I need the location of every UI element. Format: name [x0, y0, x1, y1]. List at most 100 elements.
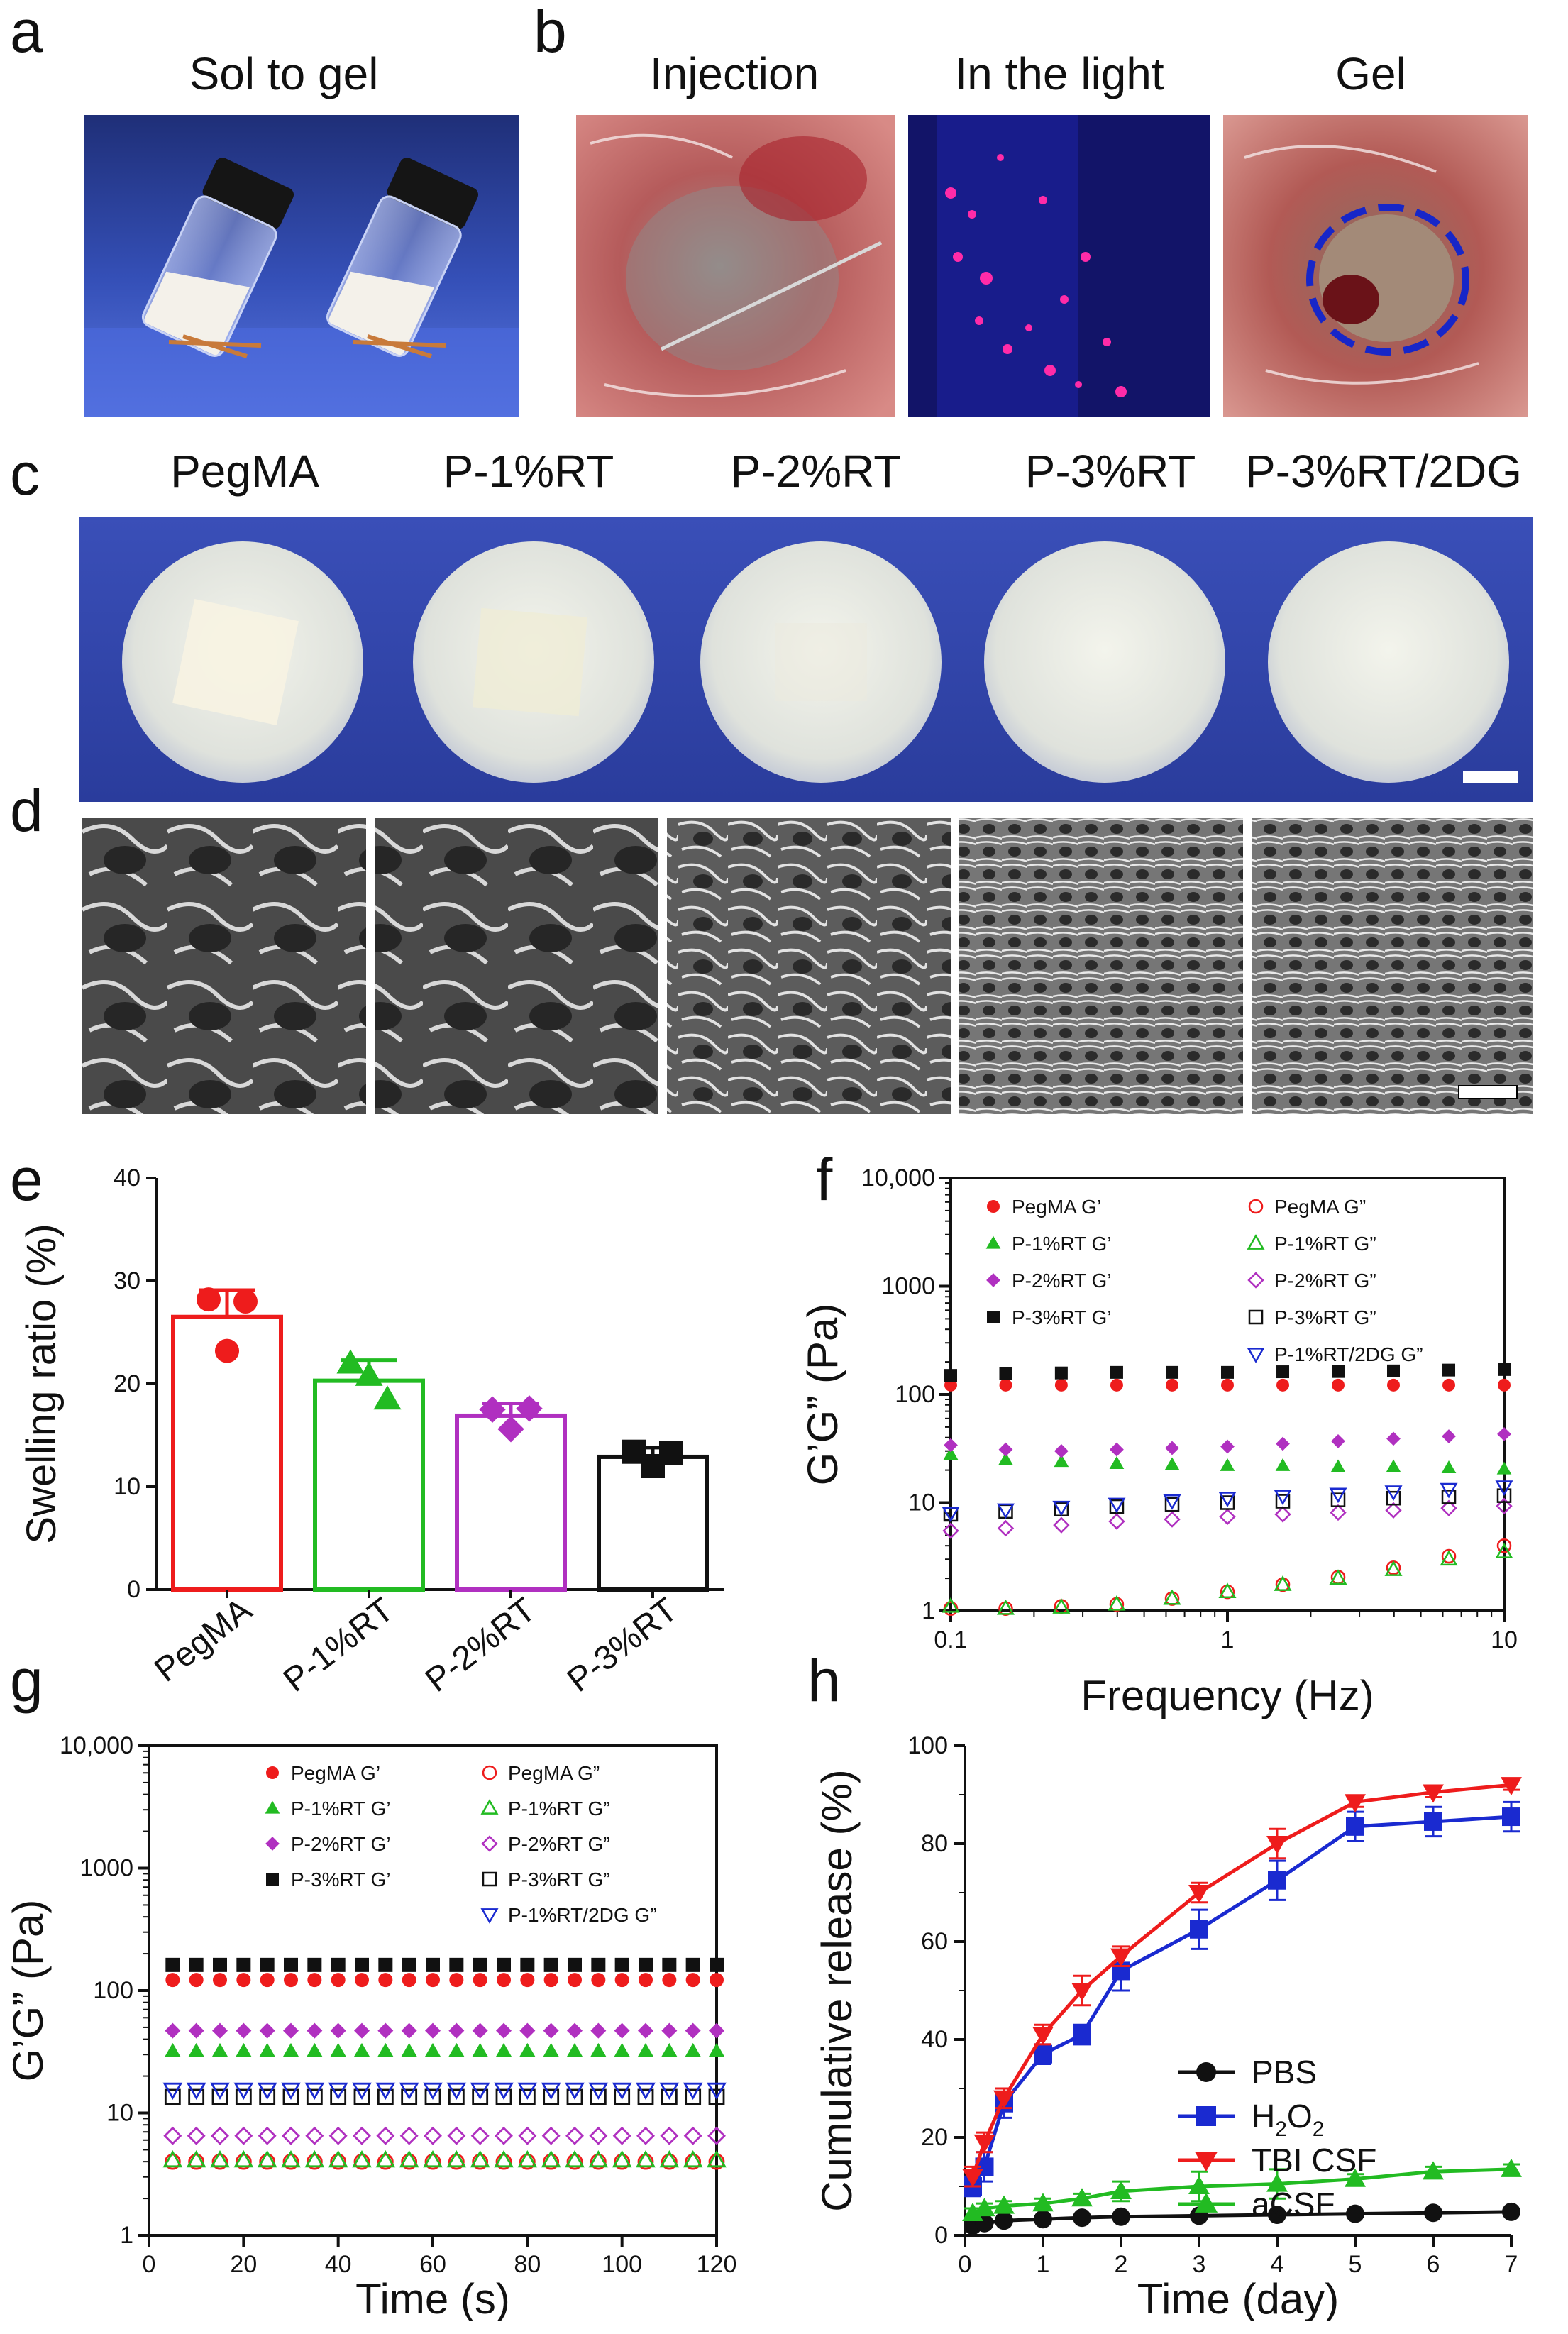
- data-point: [1275, 1494, 1291, 1509]
- data-point: [659, 1441, 683, 1465]
- data-point: [234, 2126, 253, 2145]
- panel-a-title: Sol to gel: [189, 48, 379, 99]
- data-point: [590, 2088, 607, 2105]
- data-point: [306, 2042, 323, 2057]
- x-tick-label: P-2%RT: [419, 1593, 543, 1700]
- data-point: [942, 1522, 959, 1539]
- y-tick-label: 1000: [881, 1273, 935, 1300]
- data-point: [1501, 1777, 1522, 1796]
- legend-marker: [266, 1766, 279, 1779]
- data-point: [257, 2149, 277, 2168]
- data-point: [495, 2126, 513, 2145]
- legend-marker: [1247, 1348, 1265, 1363]
- legend-label: PBS: [1252, 2054, 1317, 2091]
- data-point: [1423, 2161, 1444, 2180]
- legend-label: P-2%RT G’: [291, 1833, 391, 1855]
- data-point: [1220, 1439, 1235, 1454]
- data-point: [470, 2149, 490, 2168]
- data-point: [683, 2126, 702, 2145]
- bar: [313, 1378, 425, 1592]
- chart-e-swelling: 0 10 20 30 40 Swelling ratio (%): [18, 1165, 724, 1603]
- data-point: [375, 2082, 396, 2100]
- data-point: [1386, 1364, 1400, 1377]
- data-point: [446, 2082, 467, 2100]
- data-point: [378, 1973, 393, 1988]
- data-point: [1331, 1433, 1345, 1448]
- x-tick-label: 120: [697, 2251, 737, 2278]
- data-point: [1442, 1363, 1456, 1377]
- data-point: [162, 2149, 183, 2168]
- x-tick-label: 6: [1427, 2251, 1440, 2278]
- data-point: [1164, 1497, 1180, 1512]
- legend-label: P-3%RT G”: [1274, 1306, 1376, 1328]
- panel-label-h: h: [807, 1647, 841, 1714]
- data-point: [494, 2149, 514, 2168]
- y-axis-label: Cumulative release (%): [813, 1769, 861, 2212]
- data-point: [377, 2042, 394, 2057]
- data-point: [993, 2195, 1015, 2214]
- data-point: [352, 2082, 372, 2100]
- data-point: [188, 2022, 204, 2039]
- disc-p3rt: [984, 541, 1225, 783]
- data-point: [683, 2149, 703, 2168]
- data-point: [235, 2042, 252, 2057]
- data-point: [1108, 1497, 1126, 1514]
- data-point: [1441, 1548, 1457, 1564]
- data-point: [1498, 1378, 1511, 1392]
- panel-c-title-p3rt: P-3%RT: [1025, 446, 1196, 497]
- legend-marker: [985, 1235, 1001, 1249]
- data-point: [541, 2149, 561, 2168]
- data-point: [259, 2088, 276, 2105]
- y-axis-label: G’G” (Pa): [4, 1900, 52, 2082]
- x-tick-label: 100: [602, 2251, 642, 2278]
- data-point: [402, 1973, 416, 1988]
- legend-marker: [1247, 1272, 1264, 1289]
- x-tick-label: P-3%RT: [561, 1593, 685, 1700]
- data-point: [1110, 1442, 1124, 1457]
- data-point: [1034, 2210, 1052, 2229]
- data-point: [306, 2153, 323, 2170]
- data-point: [962, 2169, 983, 2188]
- data-point: [1034, 2044, 1052, 2064]
- data-point: [472, 2088, 489, 2105]
- data-point: [973, 2134, 995, 2153]
- x-tick-label: 0: [959, 2251, 972, 2278]
- data-point: [636, 2126, 655, 2145]
- data-point: [1329, 1569, 1347, 1585]
- data-point: [1496, 1488, 1512, 1503]
- y-tick-label: 1: [120, 2222, 133, 2249]
- data-point: [472, 2022, 488, 2039]
- data-point: [355, 1361, 383, 1386]
- data-point: [1052, 1500, 1071, 1516]
- data-point: [614, 2022, 630, 2039]
- data-point: [378, 1957, 393, 1972]
- data-point: [1163, 1589, 1181, 1605]
- legend-label: P-1%RT G’: [1012, 1233, 1112, 1255]
- data-point: [423, 2082, 443, 2100]
- data-point: [233, 1289, 258, 1314]
- data-point: [565, 2149, 585, 2168]
- data-point: [567, 2022, 583, 2039]
- x-axis-label: Time (day): [1137, 2275, 1339, 2321]
- y-tick-label: 100: [93, 1977, 133, 2004]
- data-point: [636, 2149, 656, 2168]
- data-point: [1332, 1378, 1345, 1392]
- legend-marker: [1194, 2192, 1218, 2213]
- data-point: [1330, 1459, 1346, 1472]
- data-point: [1346, 2204, 1364, 2223]
- x-tick-label: 40: [325, 2251, 352, 2278]
- x-tick-label: 2: [1115, 2251, 1128, 2278]
- data-point: [473, 1957, 487, 1972]
- panel-label-b: b: [534, 0, 567, 65]
- data-point: [424, 2126, 442, 2145]
- injection-photo: [576, 115, 895, 417]
- data-point: [541, 2126, 561, 2145]
- data-point: [942, 1597, 960, 1613]
- data-point: [1163, 1494, 1181, 1510]
- data-point: [473, 1973, 487, 1988]
- data-point: [543, 1957, 558, 1972]
- data-point: [472, 2042, 489, 2057]
- data-point: [942, 1507, 960, 1523]
- legend-marker: [986, 1273, 1000, 1287]
- data-point: [1276, 1365, 1290, 1379]
